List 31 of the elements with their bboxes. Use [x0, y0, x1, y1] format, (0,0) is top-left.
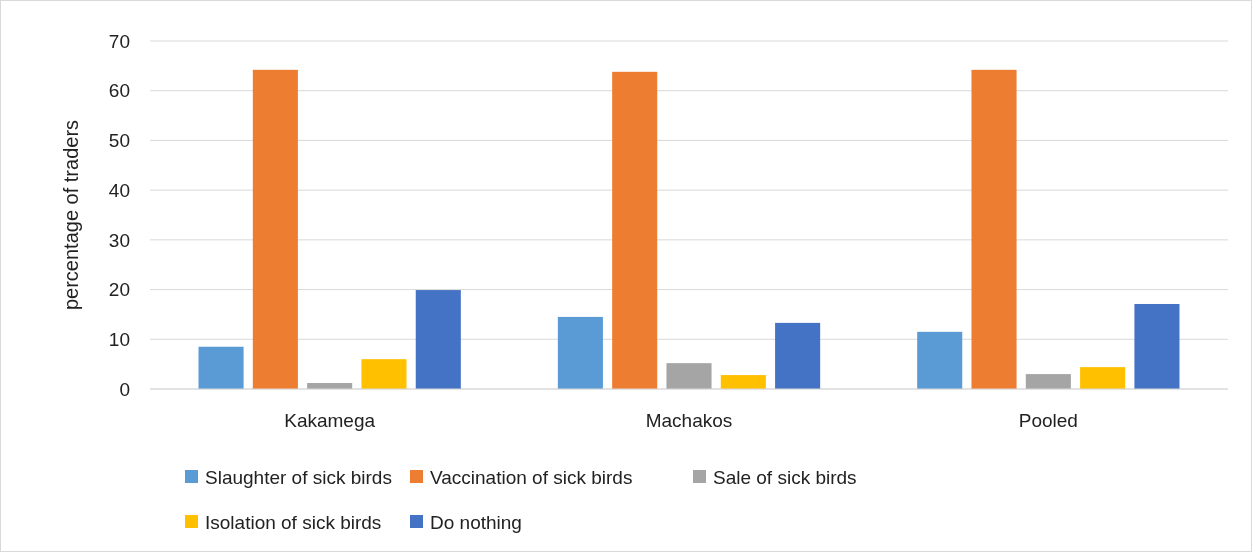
x-tick-label: Machakos: [645, 410, 733, 431]
bar: [775, 322, 821, 389]
bar: [971, 69, 1017, 389]
y-tick-label: 70: [108, 30, 130, 52]
y-tick-label: 10: [108, 328, 130, 350]
bar: [252, 69, 298, 389]
legend-label: Slaughter of sick birds: [205, 466, 392, 488]
bar: [361, 359, 407, 389]
bar: [612, 71, 658, 389]
bar: [666, 363, 712, 389]
bar: [198, 346, 244, 389]
y-axis-title: percentage of traders: [60, 119, 82, 311]
y-tick-label: 60: [108, 80, 130, 102]
bar: [1025, 374, 1071, 389]
y-tick-label: 50: [108, 130, 130, 152]
bar: [415, 290, 461, 389]
x-tick-label: Kakamega: [284, 410, 376, 431]
legend-label: Do nothing: [430, 511, 522, 533]
x-tick-label: Pooled: [1018, 410, 1078, 431]
y-tick-label: 0: [119, 378, 130, 400]
bar: [720, 375, 766, 389]
y-tick-label: 30: [108, 229, 130, 251]
legend-label: Vaccination of sick birds: [430, 466, 633, 488]
legend-label: Sale of sick birds: [713, 466, 857, 488]
bar: [557, 316, 603, 389]
bar: [1134, 303, 1180, 389]
bar: [917, 331, 963, 389]
bar: [1080, 367, 1126, 389]
legend-label: Isolation of sick birds: [205, 511, 382, 533]
y-tick-label: 40: [108, 179, 130, 201]
y-tick-label: 20: [108, 279, 130, 301]
